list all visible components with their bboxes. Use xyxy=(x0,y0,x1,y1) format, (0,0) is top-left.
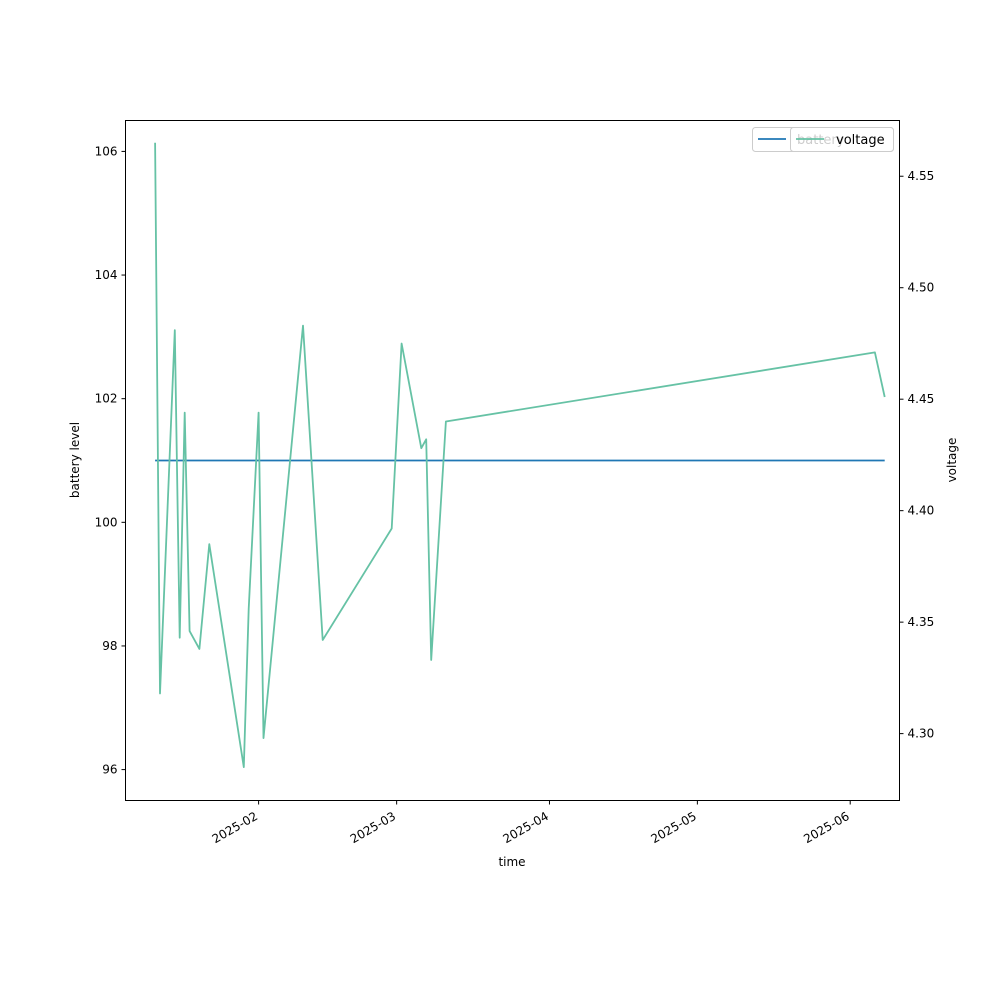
legend-voltage: voltage xyxy=(790,127,894,152)
y-right-tick-label: 4.55 xyxy=(908,169,935,183)
y-left-tick-label: 98 xyxy=(102,639,117,653)
y-right-axis-ticks: 4.30 4.35 4.40 4.45 4.50 4.55 xyxy=(899,169,935,741)
legend-voltage-box xyxy=(790,127,894,152)
y-left-tick-label: 104 xyxy=(95,268,118,282)
y-right-tick-label: 4.30 xyxy=(908,727,935,741)
x-tick-label: 2025-05 xyxy=(648,809,698,846)
y-right-tick-label: 4.35 xyxy=(908,615,935,629)
x-tick-label: 2025-03 xyxy=(348,809,398,846)
plot-frame xyxy=(125,120,900,801)
y-left-tick-label: 106 xyxy=(95,144,118,158)
y-right-axis-label: voltage xyxy=(945,438,959,483)
y-left-tick-label: 100 xyxy=(95,515,118,529)
y-left-axis-label: battery level xyxy=(68,422,82,498)
y-right-tick-label: 4.40 xyxy=(908,504,935,518)
series-line-voltage xyxy=(154,142,886,768)
legend-voltage-label: voltage xyxy=(836,133,885,148)
y-left-axis-ticks: 96 98 100 102 104 106 xyxy=(95,144,126,777)
y-right-tick-label: 4.50 xyxy=(908,281,935,295)
y-right-tick-label: 4.45 xyxy=(908,392,935,406)
series-layer xyxy=(154,142,886,768)
x-axis-ticks: 2025-02 2025-03 2025-04 2025-05 2025-06 xyxy=(210,800,852,846)
x-tick-label: 2025-04 xyxy=(501,809,551,846)
x-tick-label: 2025-02 xyxy=(210,809,260,846)
y-left-tick-label: 96 xyxy=(102,763,117,777)
x-axis-label: time xyxy=(498,855,525,869)
x-tick-label: 2025-06 xyxy=(801,809,851,846)
y-left-tick-label: 102 xyxy=(95,392,118,406)
